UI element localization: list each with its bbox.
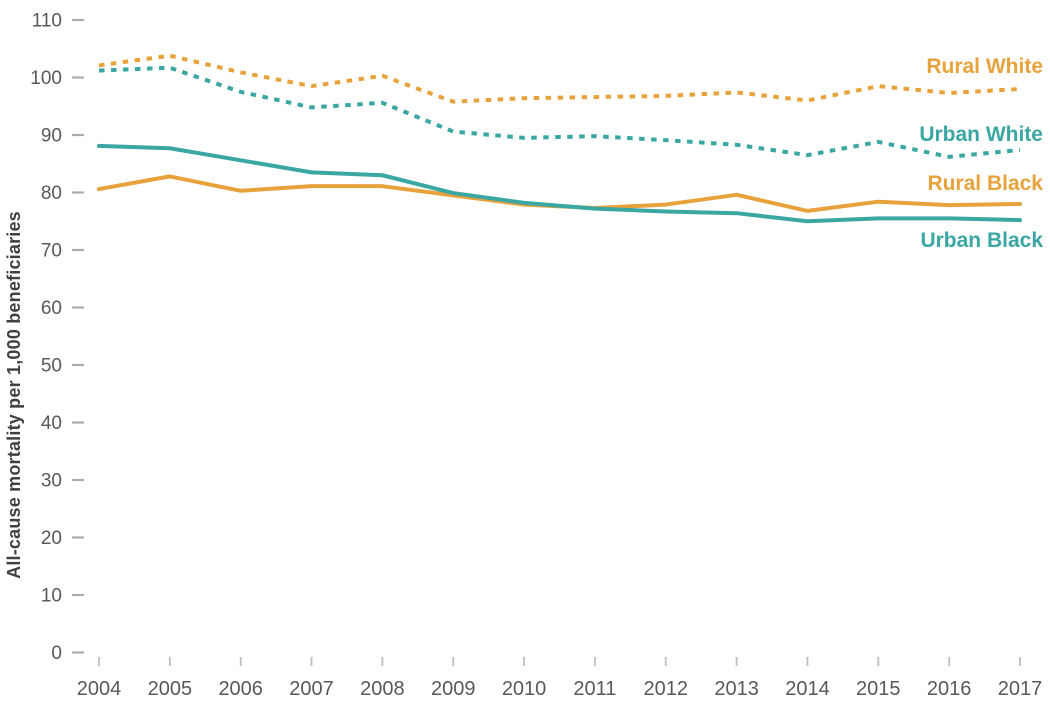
x-tick-label-2015: 2015 [856, 678, 901, 700]
x-tick-label-2010: 2010 [502, 678, 547, 700]
x-tick-label-2013: 2013 [714, 678, 759, 700]
y-tick-label-70: 70 [41, 240, 62, 261]
x-tick-label-2011: 2011 [573, 678, 616, 700]
x-tick-label-2014: 2014 [785, 678, 830, 700]
series-line-urban-black [97, 143, 1022, 224]
x-axis: 2004 2005 2006 2007 2008 2009 2010 2011 2012 2013… [77, 657, 1043, 700]
x-tick-label-2004: 2004 [77, 678, 122, 700]
x-tick-label-2017: 2017 [998, 678, 1043, 700]
y-tick-label-40: 40 [41, 413, 62, 434]
y-tick-label-30: 30 [41, 470, 62, 491]
x-tick-label-2008: 2008 [360, 678, 405, 700]
series-labels: Rural White Urban White Rural Black Urban B… [919, 55, 1043, 252]
series-label-rural-white: Rural White [926, 55, 1043, 78]
y-tick-label-0: 0 [51, 643, 62, 664]
y-tick-label-80: 80 [41, 183, 62, 204]
series-line-urban-white [98, 65, 1021, 159]
y-tick-label-90: 90 [41, 125, 62, 146]
series-lines [97, 53, 1022, 224]
y-tick-label-60: 60 [41, 298, 62, 319]
y-tick-label-110: 110 [32, 10, 62, 31]
series-label-urban-white: Urban White [919, 123, 1043, 146]
x-tick-label-2007: 2007 [289, 678, 334, 700]
series-label-urban-black: Urban Black [920, 229, 1043, 252]
x-tick-label-2016: 2016 [927, 678, 972, 700]
y-tick-label-50: 50 [41, 355, 62, 376]
x-tick-label-2012: 2012 [644, 678, 689, 700]
y-tick-label-100: 100 [30, 68, 62, 89]
x-tick-label-2006: 2006 [218, 678, 263, 700]
series-label-rural-black: Rural Black [927, 172, 1043, 195]
x-tick-label-2005: 2005 [148, 678, 193, 700]
series-line-rural-white [98, 53, 1021, 104]
y-axis-title: All-cause mortality per 1,000 beneficiar… [4, 211, 24, 579]
y-tick-label-10: 10 [41, 585, 62, 606]
x-tick-label-2009: 2009 [431, 678, 476, 700]
y-tick-label-20: 20 [41, 528, 62, 549]
